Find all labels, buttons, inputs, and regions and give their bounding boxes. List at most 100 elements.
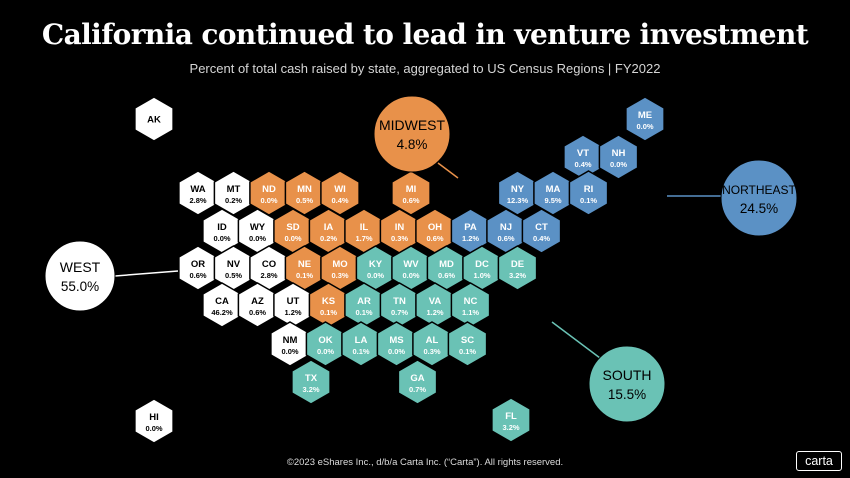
state-abbr: CT	[535, 222, 548, 233]
state-tiles: AK ME0.0%VT0.4%NH0.0%WA2.8%MT0.2%ND0.0%MN…	[134, 96, 665, 444]
region-leader-line	[437, 162, 459, 179]
state-value: 46.2%	[211, 308, 233, 317]
state-value: 0.0%	[260, 196, 277, 205]
state-abbr: KS	[322, 296, 335, 307]
state-hex-shape	[625, 96, 665, 142]
region-bubble	[373, 95, 451, 173]
region-name: MIDWEST	[379, 117, 446, 133]
state-abbr: AZ	[251, 296, 264, 307]
state-value: 0.1%	[352, 347, 369, 356]
state-value: 0.6%	[426, 234, 443, 243]
state-abbr: NV	[227, 259, 241, 270]
state-value: 1.2%	[462, 234, 479, 243]
state-abbr: CO	[262, 259, 276, 270]
region-callout-midwest: MIDWEST 4.8%	[373, 95, 459, 179]
state-abbr: VT	[577, 148, 589, 159]
copyright-footer: ©2023 eShares Inc., d/b/a Carta Inc. (“C…	[286, 457, 564, 468]
state-value: 0.1%	[459, 347, 476, 356]
state-value: 0.0%	[402, 271, 419, 280]
state-value: 0.6%	[497, 234, 514, 243]
chart-subtitle: Percent of total cash raised by state, a…	[189, 61, 661, 76]
state-abbr: UT	[287, 296, 300, 307]
state-abbr: ID	[217, 222, 227, 233]
state-value: 0.1%	[580, 196, 597, 205]
state-abbr: MO	[332, 259, 347, 270]
state-value: 2.8%	[189, 196, 206, 205]
state-value: 0.3%	[391, 234, 408, 243]
region-value: 15.5%	[608, 387, 646, 402]
state-value: 3.2%	[502, 423, 519, 432]
state-value: 0.0%	[636, 122, 653, 131]
state-abbr: WV	[403, 259, 419, 270]
state-abbr: WI	[334, 184, 346, 195]
state-abbr: MS	[389, 335, 403, 346]
state-hex-wa: WA2.8%	[178, 170, 218, 216]
state-value: 1.7%	[355, 234, 372, 243]
region-callout-south: SOUTH 15.5%	[551, 321, 666, 423]
state-value: 0.4%	[574, 160, 591, 169]
region-name: SOUTH	[603, 367, 652, 383]
state-abbr: MD	[439, 259, 454, 270]
state-value: 0.6%	[402, 196, 419, 205]
state-hex-mn: MN0.5%	[284, 170, 325, 216]
state-hex-mt: MT0.2%	[213, 170, 254, 216]
state-abbr: IL	[360, 222, 369, 233]
state-value: 9.5%	[544, 196, 561, 205]
state-value: 1.1%	[462, 308, 479, 317]
state-abbr: MT	[227, 184, 241, 195]
state-value: 3.2%	[302, 385, 319, 394]
state-abbr: MI	[406, 184, 417, 195]
region-value: 24.5%	[740, 201, 778, 216]
state-abbr: TX	[305, 373, 318, 384]
state-abbr: DC	[475, 259, 489, 270]
state-hex-or: OR0.6%	[178, 245, 218, 291]
state-abbr: NJ	[500, 222, 512, 233]
state-value: 1.0%	[473, 271, 490, 280]
state-abbr: WY	[250, 222, 266, 233]
state-hex-shape	[291, 359, 331, 405]
state-abbr: FL	[505, 411, 517, 422]
state-abbr: OR	[191, 259, 205, 270]
state-value: 0.1%	[320, 308, 337, 317]
state-hex-vt: VT0.4%	[563, 134, 603, 180]
state-value: 0.2%	[225, 196, 242, 205]
state-hex-shape	[521, 208, 562, 254]
state-abbr: AL	[426, 335, 439, 346]
state-value: 0.0%	[281, 347, 298, 356]
state-value: 2.8%	[260, 271, 277, 280]
state-hex-mi: MI0.6%	[391, 170, 431, 216]
state-hex-al: AL0.3%	[412, 321, 452, 367]
region-leader-line	[551, 321, 601, 359]
state-value: 0.3%	[331, 271, 348, 280]
state-value: 0.1%	[296, 271, 313, 280]
state-value: 0.6%	[249, 308, 266, 317]
state-hex-nh: NH0.0%	[598, 134, 639, 180]
state-abbr: HI	[149, 412, 159, 423]
region-callout-west: WEST 55.0%	[44, 240, 179, 312]
state-abbr: NH	[612, 148, 626, 159]
state-value: 0.7%	[391, 308, 408, 317]
state-value: 0.0%	[249, 234, 266, 243]
state-value: 0.5%	[296, 196, 313, 205]
region-bubble	[720, 159, 798, 237]
state-hex-me: ME0.0%	[625, 96, 665, 142]
state-value: 3.2%	[509, 271, 526, 280]
state-abbr: ND	[262, 184, 276, 195]
state-value: 0.0%	[388, 347, 405, 356]
state-abbr: OK	[318, 335, 332, 346]
state-abbr: GA	[410, 373, 424, 384]
region-name: NORTHEAST	[722, 183, 796, 197]
state-abbr: IN	[395, 222, 405, 233]
state-value: 0.2%	[320, 234, 337, 243]
state-abbr: ME	[638, 110, 652, 121]
chart-title: California continued to lead in venture …	[41, 18, 809, 51]
state-hex-shape	[598, 134, 639, 180]
state-hex-sc: SC0.1%	[447, 321, 488, 367]
state-hex-ok: OK0.0%	[305, 321, 346, 367]
state-abbr: NE	[298, 259, 311, 270]
state-hex-shape	[447, 321, 488, 367]
region-name: WEST	[60, 259, 101, 275]
state-abbr: RI	[584, 184, 594, 195]
state-hex-shape	[134, 96, 174, 142]
state-abbr: CA	[215, 296, 229, 307]
